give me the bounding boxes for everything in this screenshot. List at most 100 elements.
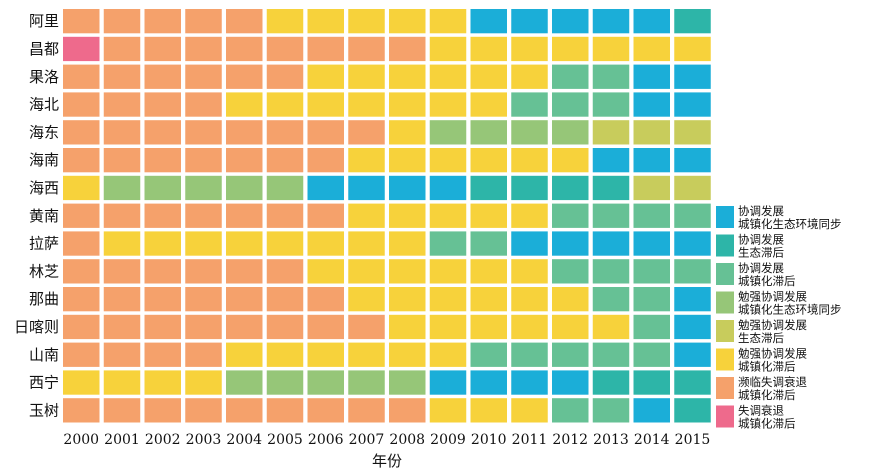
y-tick-label: 那曲 [29, 290, 59, 308]
heatmap-cell [592, 231, 630, 256]
heatmap-cell [674, 36, 711, 62]
heatmap-cell [429, 120, 467, 145]
heatmap-cell [470, 148, 507, 173]
heatmap-cell [511, 203, 548, 228]
heatmap-cell [266, 314, 304, 340]
heatmap-cell [552, 120, 589, 145]
heatmap-cell [226, 287, 263, 312]
heatmap-cell [307, 398, 344, 423]
legend-label-line2: 城镇化生态环境同步 [738, 217, 842, 231]
heatmap-cell [511, 259, 548, 284]
legend-label-line1: 勉强协调发展 [738, 318, 807, 332]
heatmap-cell [633, 36, 670, 62]
heatmap-cell [307, 120, 344, 145]
heatmap-cell [389, 314, 426, 340]
heatmap-cell [633, 259, 670, 284]
heatmap-cell [103, 36, 141, 62]
heatmap-cell [185, 259, 222, 284]
heatmap-cell [470, 9, 507, 34]
heatmap-cell [307, 203, 344, 228]
heatmap-cell [226, 64, 263, 89]
heatmap-cell [348, 398, 385, 423]
heatmap-cell [470, 120, 507, 145]
heatmap-cell [674, 342, 711, 367]
x-tick-label: 2002 [145, 432, 181, 448]
heatmap-cell [511, 398, 548, 423]
heatmap-cell [144, 64, 181, 89]
heatmap-cell [470, 92, 507, 117]
heatmap-cell [592, 398, 630, 423]
legend-label-line2: 城镇化滞后 [738, 274, 796, 288]
heatmap-cell [307, 287, 344, 312]
x-tick-label: 2012 [552, 432, 588, 448]
heatmap-cell [185, 398, 222, 423]
heatmap-cell [307, 231, 344, 256]
heatmap-cell [63, 9, 100, 34]
heatmap-cell [226, 175, 263, 201]
heatmap-cell [674, 398, 711, 423]
heatmap-cell [185, 231, 222, 256]
legend-label-line1: 协调发展 [738, 204, 784, 218]
heatmap-cell [63, 36, 100, 62]
heatmap-cell [103, 231, 141, 256]
heatmap-cell [266, 148, 304, 173]
heatmap-cell [429, 314, 467, 340]
heatmap-cell [144, 314, 181, 340]
heatmap-cell [552, 231, 589, 256]
heatmap-cell [429, 203, 467, 228]
heatmap-cell [389, 203, 426, 228]
heatmap-cell [552, 342, 589, 367]
heatmap-cell [63, 342, 100, 367]
y-tick-label: 黄南 [29, 207, 59, 225]
y-tick-label: 海东 [29, 123, 59, 141]
heatmap-cell [266, 120, 304, 145]
heatmap-cell [674, 148, 711, 173]
heatmap-cell [674, 231, 711, 256]
heatmap-cell [226, 342, 263, 367]
heatmap-cell [103, 9, 141, 34]
heatmap-cell [633, 64, 670, 89]
heatmap-cell [633, 148, 670, 173]
heatmap-cell [144, 398, 181, 423]
heatmap-cell [226, 9, 263, 34]
heatmap-cell [348, 370, 385, 395]
legend-swatch [716, 348, 734, 371]
heatmap-cell [266, 342, 304, 367]
heatmap-cell [307, 92, 344, 117]
heatmap-cell [511, 314, 548, 340]
heatmap-cell [144, 287, 181, 312]
heatmap-cell [185, 120, 222, 145]
legend-swatch [716, 291, 734, 314]
heatmap-cell [348, 9, 385, 34]
heatmap-cell [348, 203, 385, 228]
heatmap-cell [103, 120, 141, 145]
heatmap-cell [348, 175, 385, 201]
heatmap-cell [266, 259, 304, 284]
heatmap-cell [63, 398, 100, 423]
heatmap-cell [429, 398, 467, 423]
heatmap-cell [592, 203, 630, 228]
heatmap-cell [144, 342, 181, 367]
x-tick-label: 2007 [349, 432, 385, 448]
heatmap-cell [429, 370, 467, 395]
heatmap-cell [103, 64, 141, 89]
heatmap-cell [63, 175, 100, 201]
heatmap-cell [63, 203, 100, 228]
heatmap-cell [592, 370, 630, 395]
x-tick-label: 2008 [389, 432, 425, 448]
heatmap-cell [103, 398, 141, 423]
y-tick-label: 阿里 [29, 12, 59, 30]
heatmap-cell [307, 314, 344, 340]
y-tick-label: 海西 [29, 179, 59, 197]
legend-label-line1: 濒临失调衰退 [738, 375, 807, 389]
heatmap-cell [592, 259, 630, 284]
heatmap-cell [389, 64, 426, 89]
heatmap-cell [511, 287, 548, 312]
legend-swatch [716, 405, 734, 428]
heatmap-cell [185, 64, 222, 89]
x-tick-label: 2015 [675, 432, 711, 448]
heatmap-cell [511, 231, 548, 256]
heatmap-cell [307, 148, 344, 173]
heatmap-cell [592, 92, 630, 117]
